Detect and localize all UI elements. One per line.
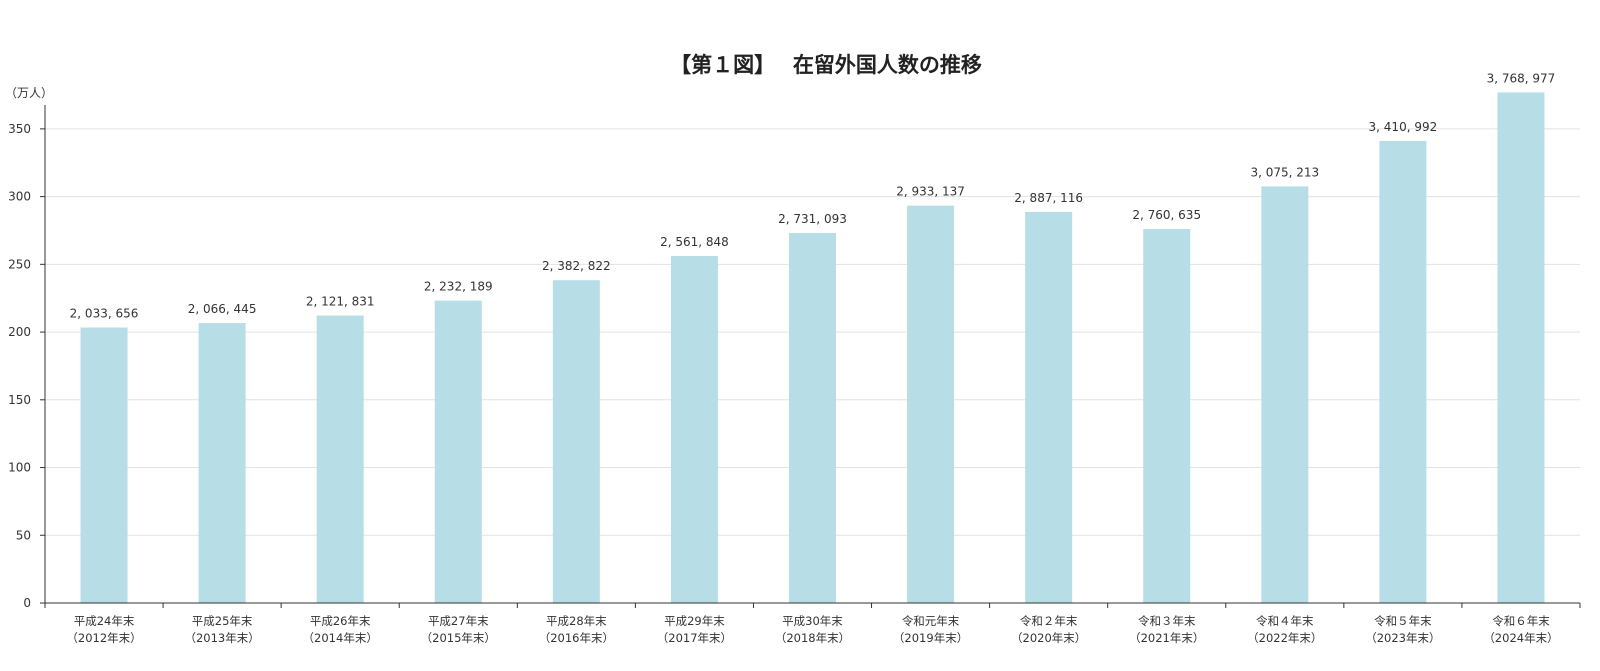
y-tick-label: 50: [16, 528, 31, 542]
x-tick-sublabel: （2017年末）: [657, 631, 732, 645]
data-label: 2, 731, 093: [778, 212, 847, 226]
x-tick-label: 令和５年末: [1374, 614, 1432, 628]
y-tick-label: 200: [8, 325, 31, 339]
bar: [1143, 229, 1191, 603]
y-tick-label: 100: [8, 461, 31, 475]
data-label: 2, 382, 822: [542, 259, 611, 273]
bar: [1025, 211, 1073, 603]
y-tick-label: 0: [23, 596, 31, 610]
bar: [552, 280, 600, 603]
x-tick-sublabel: （2023年末）: [1365, 631, 1440, 645]
bar: [316, 315, 364, 603]
data-label: 2, 561, 848: [660, 235, 729, 249]
bars: [80, 92, 1545, 604]
chart-title: 【第１図】 在留外国人数の推移: [670, 53, 982, 77]
bar: [198, 323, 246, 603]
data-label: 2, 760, 635: [1132, 208, 1201, 222]
y-tick-label: 150: [8, 393, 31, 407]
x-tick-label: 平成27年末: [428, 614, 489, 628]
bar: [80, 327, 128, 603]
x-tick-label: 平成29年末: [664, 614, 725, 628]
x-tick-label: 令和４年末: [1256, 614, 1314, 628]
data-label: 3, 768, 977: [1487, 71, 1556, 85]
x-tick-sublabel: （2014年末）: [303, 631, 378, 645]
data-label: 2, 933, 137: [896, 185, 965, 199]
data-label: 3, 075, 213: [1250, 165, 1319, 179]
y-tick-label: 250: [8, 257, 31, 271]
data-labels: 2, 033, 656 2, 066, 445 2, 121, 831 2, 232,…: [70, 71, 1556, 320]
x-tick-sublabel: （2018年末）: [775, 631, 850, 645]
x-tick-sublabel: （2021年末）: [1129, 631, 1204, 645]
data-label: 3, 410, 992: [1369, 120, 1438, 134]
x-tick-label: 令和元年末: [902, 614, 960, 628]
axes: [40, 105, 1581, 608]
bar: [1497, 92, 1545, 603]
x-tick-sublabel: （2020年末）: [1011, 631, 1086, 645]
x-tick-label: 平成24年末: [74, 614, 135, 628]
bar: [1379, 140, 1427, 603]
x-tick-label: 平成28年末: [546, 614, 607, 628]
x-axis-ticks: 平成24年末 （2012年末） 平成25年末 （2013年末） 平成26年末 （2014年…: [66, 614, 1558, 645]
x-tick-sublabel: （2012年末）: [66, 631, 141, 645]
x-tick-label: 令和２年末: [1020, 614, 1078, 628]
x-tick-label: 平成25年末: [192, 614, 253, 628]
data-label: 2, 232, 189: [424, 280, 493, 294]
y-tick-label: 300: [8, 190, 31, 204]
x-tick-label: 平成30年末: [782, 614, 843, 628]
y-tick-label: 350: [8, 122, 31, 136]
x-tick-sublabel: （2019年末）: [893, 631, 968, 645]
x-tick-label: 平成26年末: [310, 614, 371, 628]
bar: [907, 205, 955, 603]
data-label: 2, 887, 116: [1014, 191, 1083, 205]
x-tick-sublabel: （2013年末）: [184, 631, 259, 645]
bar: [789, 233, 836, 603]
data-label: 2, 033, 656: [70, 307, 139, 321]
x-tick-sublabel: （2015年末）: [421, 631, 496, 645]
data-label: 2, 066, 445: [188, 302, 257, 316]
y-axis-unit-label: （万人）: [5, 86, 53, 100]
bar: [434, 300, 482, 603]
y-axis-ticks: 0 50 100 150 200 250 300 350: [8, 122, 31, 610]
x-tick-sublabel: （2024年末）: [1483, 631, 1558, 645]
x-tick-sublabel: （2016年末）: [539, 631, 614, 645]
bar: [670, 255, 718, 603]
x-tick-label: 令和３年末: [1138, 614, 1196, 628]
x-tick-sublabel: （2022年末）: [1247, 631, 1322, 645]
bar: [1261, 186, 1309, 604]
x-tick-label: 令和６年末: [1492, 614, 1550, 628]
data-label: 2, 121, 831: [306, 295, 375, 309]
